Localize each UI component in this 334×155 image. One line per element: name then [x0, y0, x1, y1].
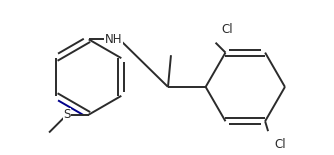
Text: Cl: Cl: [221, 23, 233, 36]
Text: NH: NH: [105, 33, 122, 46]
Text: Cl: Cl: [274, 137, 286, 151]
Text: S: S: [63, 108, 70, 121]
